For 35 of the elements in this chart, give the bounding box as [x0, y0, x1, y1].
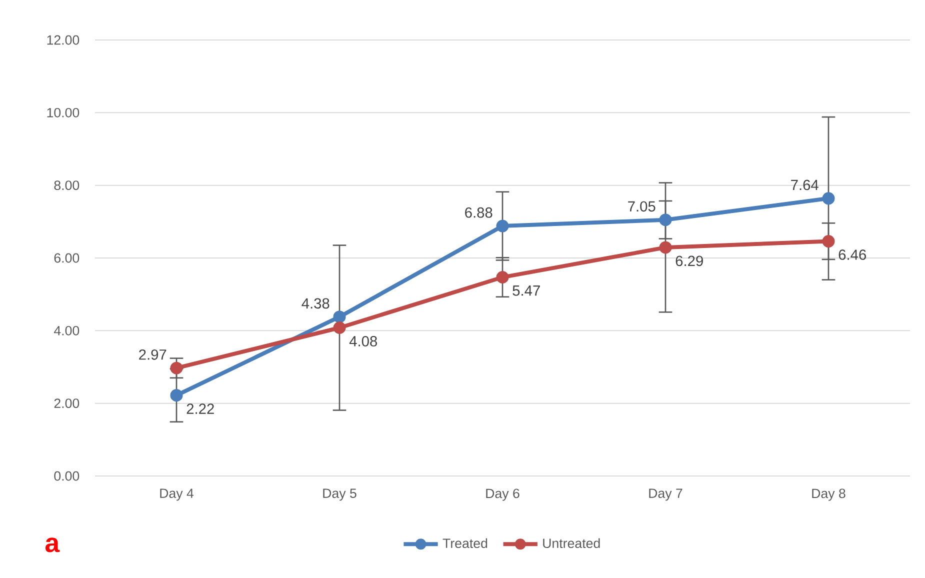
data-label: 4.38 [302, 298, 330, 309]
y-tick-label: 0.00 [54, 471, 80, 481]
x-tick-label: Day 5 [323, 488, 356, 501]
data-label: 6.29 [676, 256, 703, 266]
y-tick-label: 6.00 [54, 253, 80, 263]
point [496, 220, 509, 232]
text: a [45, 538, 60, 552]
data-label: 2.97 [139, 349, 166, 360]
y-tick-label: 2.00 [54, 398, 80, 408]
y-tick-label: 4.00 [54, 326, 80, 336]
point [170, 362, 183, 374]
legend-label: Treated [442, 538, 488, 548]
x-tick-label: Day 7 [649, 488, 682, 501]
point [659, 214, 672, 226]
y-tick-label: 8.00 [54, 180, 80, 190]
data-label: 6.88 [465, 207, 492, 218]
y-tick-label: 12.00 [47, 35, 80, 45]
x-tick-label: Day 6 [486, 488, 520, 501]
point [333, 321, 346, 334]
data-label: 7.64 [791, 180, 818, 190]
point [822, 192, 835, 205]
point [496, 270, 509, 284]
data-label: 7.05 [628, 201, 656, 212]
point [333, 310, 346, 324]
data-label: 6.46 [838, 250, 866, 260]
point [170, 389, 183, 402]
x-tick-label: Day 4 [160, 488, 194, 501]
data-label: 4.08 [349, 336, 377, 346]
point [659, 241, 672, 254]
legend-label: Untreated [543, 538, 600, 548]
data-label: 5.47 [512, 286, 540, 296]
y-tick-label: 10.00 [47, 108, 80, 118]
data-label: 2.22 [186, 404, 214, 414]
x-tick-label: Day 8 [812, 488, 846, 501]
point [822, 235, 835, 248]
